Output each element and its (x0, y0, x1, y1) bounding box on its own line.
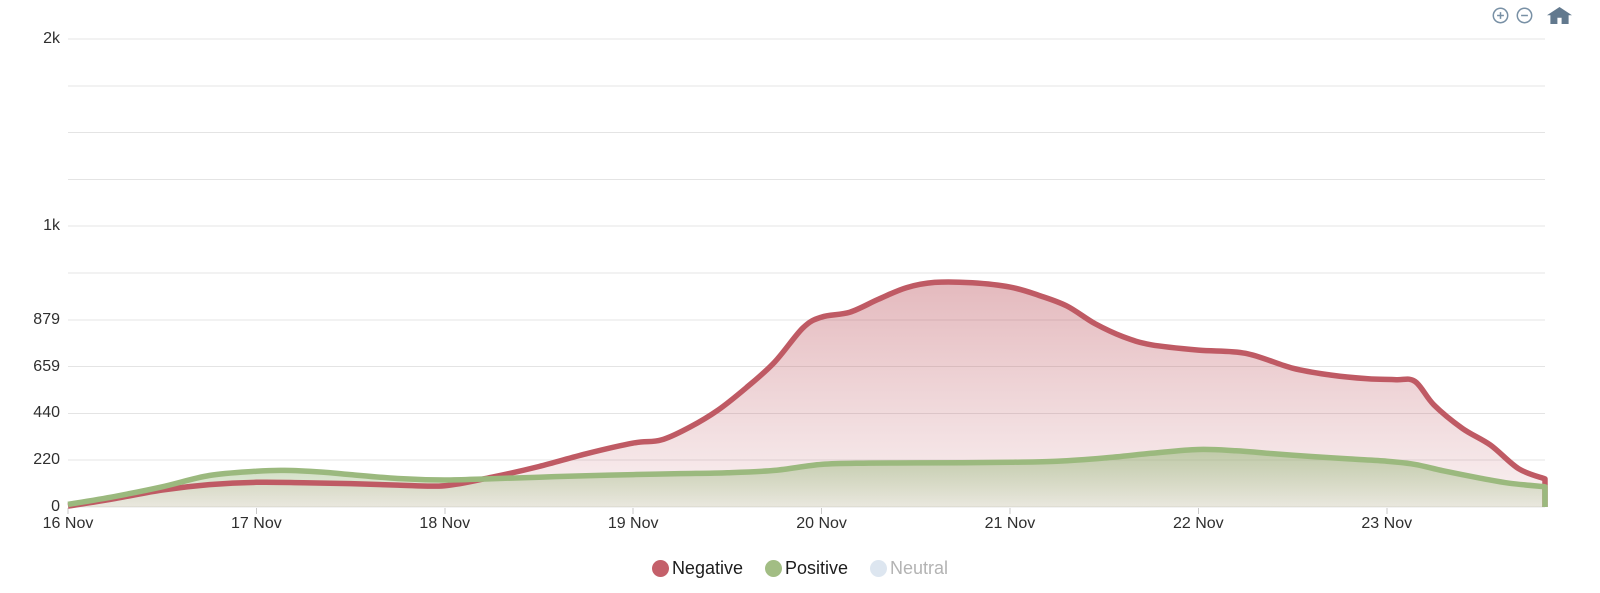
zoom-in-icon (1492, 7, 1509, 23)
zoom-in-button[interactable] (1492, 6, 1509, 24)
legend-item-neutral[interactable]: Neutral (870, 558, 948, 579)
negative-line (67, 279, 1548, 509)
legend-item-positive[interactable]: Positive (764, 558, 849, 579)
legend-item-negative[interactable]: Negative (651, 558, 743, 579)
chart-legend: Negative Positive Neutral (0, 558, 1600, 579)
legend-swatch-positive-icon (764, 560, 782, 577)
y-axis-label: 0 (51, 498, 60, 515)
x-axis-label: 19 Nov (607, 515, 659, 532)
home-icon (1547, 6, 1572, 24)
legend-label-negative: Negative (671, 558, 743, 578)
zoom-out-icon (1516, 7, 1533, 23)
positive-line (67, 446, 1548, 508)
y-axis-label: 879 (33, 310, 60, 328)
x-axis-label: 20 Nov (796, 515, 847, 532)
zoom-out-button[interactable] (1516, 6, 1533, 24)
x-axis-label: 22 Nov (1172, 515, 1224, 532)
y-axis-label: 659 (33, 357, 60, 375)
legend-swatch-negative-icon (651, 560, 669, 577)
legend-label-neutral: Neutral (890, 558, 949, 578)
chart-toolbar (1492, 6, 1572, 24)
x-axis-label: 17 Nov (231, 515, 282, 532)
x-axis-label: 18 Nov (419, 515, 471, 532)
positive-area (68, 449, 1545, 507)
x-axis-label: 21 Nov (984, 515, 1036, 532)
home-button[interactable] (1547, 6, 1572, 24)
x-axis-label: 16 Nov (42, 515, 94, 532)
legend-swatch-neutral-icon (870, 560, 888, 577)
x-axis-label: 23 Nov (1361, 515, 1413, 532)
y-axis-label: 220 (33, 451, 60, 469)
legend-label-positive: Positive (784, 558, 849, 578)
y-axis-label: 440 (33, 404, 60, 422)
y-axis-label: 2k (43, 30, 60, 47)
y-axis-label: 1k (43, 217, 60, 235)
